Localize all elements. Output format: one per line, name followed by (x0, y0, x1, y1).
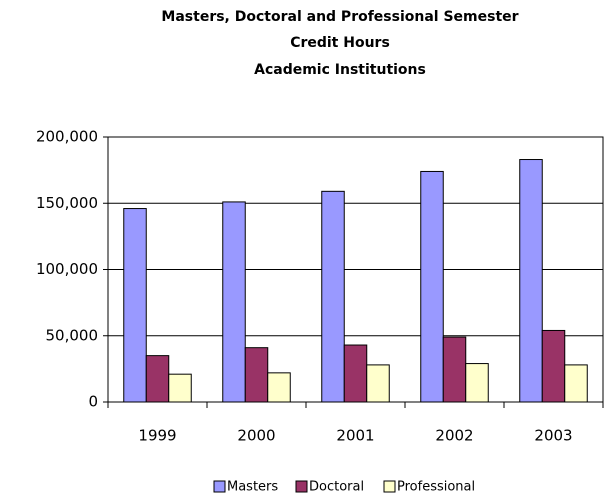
x-tick-label: 2003 (534, 427, 572, 445)
chart-title: Academic Institutions (254, 62, 426, 78)
bar (267, 372, 291, 403)
x-tick-label: 1999 (138, 427, 176, 445)
y-tick-label: 50,000 (46, 326, 99, 344)
legend-label: Doctoral (309, 480, 364, 495)
bar (222, 201, 246, 403)
bar (123, 208, 147, 403)
bar (321, 190, 345, 403)
x-tick-label: 2000 (237, 427, 275, 445)
bar (564, 364, 588, 403)
chart-title: Masters, Doctoral and Professional Semes… (161, 9, 518, 25)
legend-swatch (383, 480, 396, 493)
bar (420, 170, 444, 403)
y-tick-label: 150,000 (36, 194, 98, 212)
legend-label: Professional (397, 480, 475, 495)
bar (145, 355, 170, 403)
bar (442, 336, 467, 403)
bar (168, 373, 192, 403)
bar (343, 344, 368, 403)
bar (541, 329, 566, 403)
legend-label: Masters (227, 480, 278, 495)
legend-swatch (295, 480, 308, 493)
x-tick-label: 2002 (435, 427, 473, 445)
chart-title: Credit Hours (290, 35, 390, 51)
y-tick-label: 0 (88, 393, 98, 411)
bar (465, 363, 489, 403)
y-tick-label: 200,000 (36, 128, 98, 146)
y-tick-label: 100,000 (36, 260, 98, 278)
bar (366, 364, 390, 403)
x-tick-label: 2001 (336, 427, 374, 445)
bar (244, 347, 269, 403)
legend-swatch (213, 480, 226, 493)
bar (519, 159, 543, 403)
